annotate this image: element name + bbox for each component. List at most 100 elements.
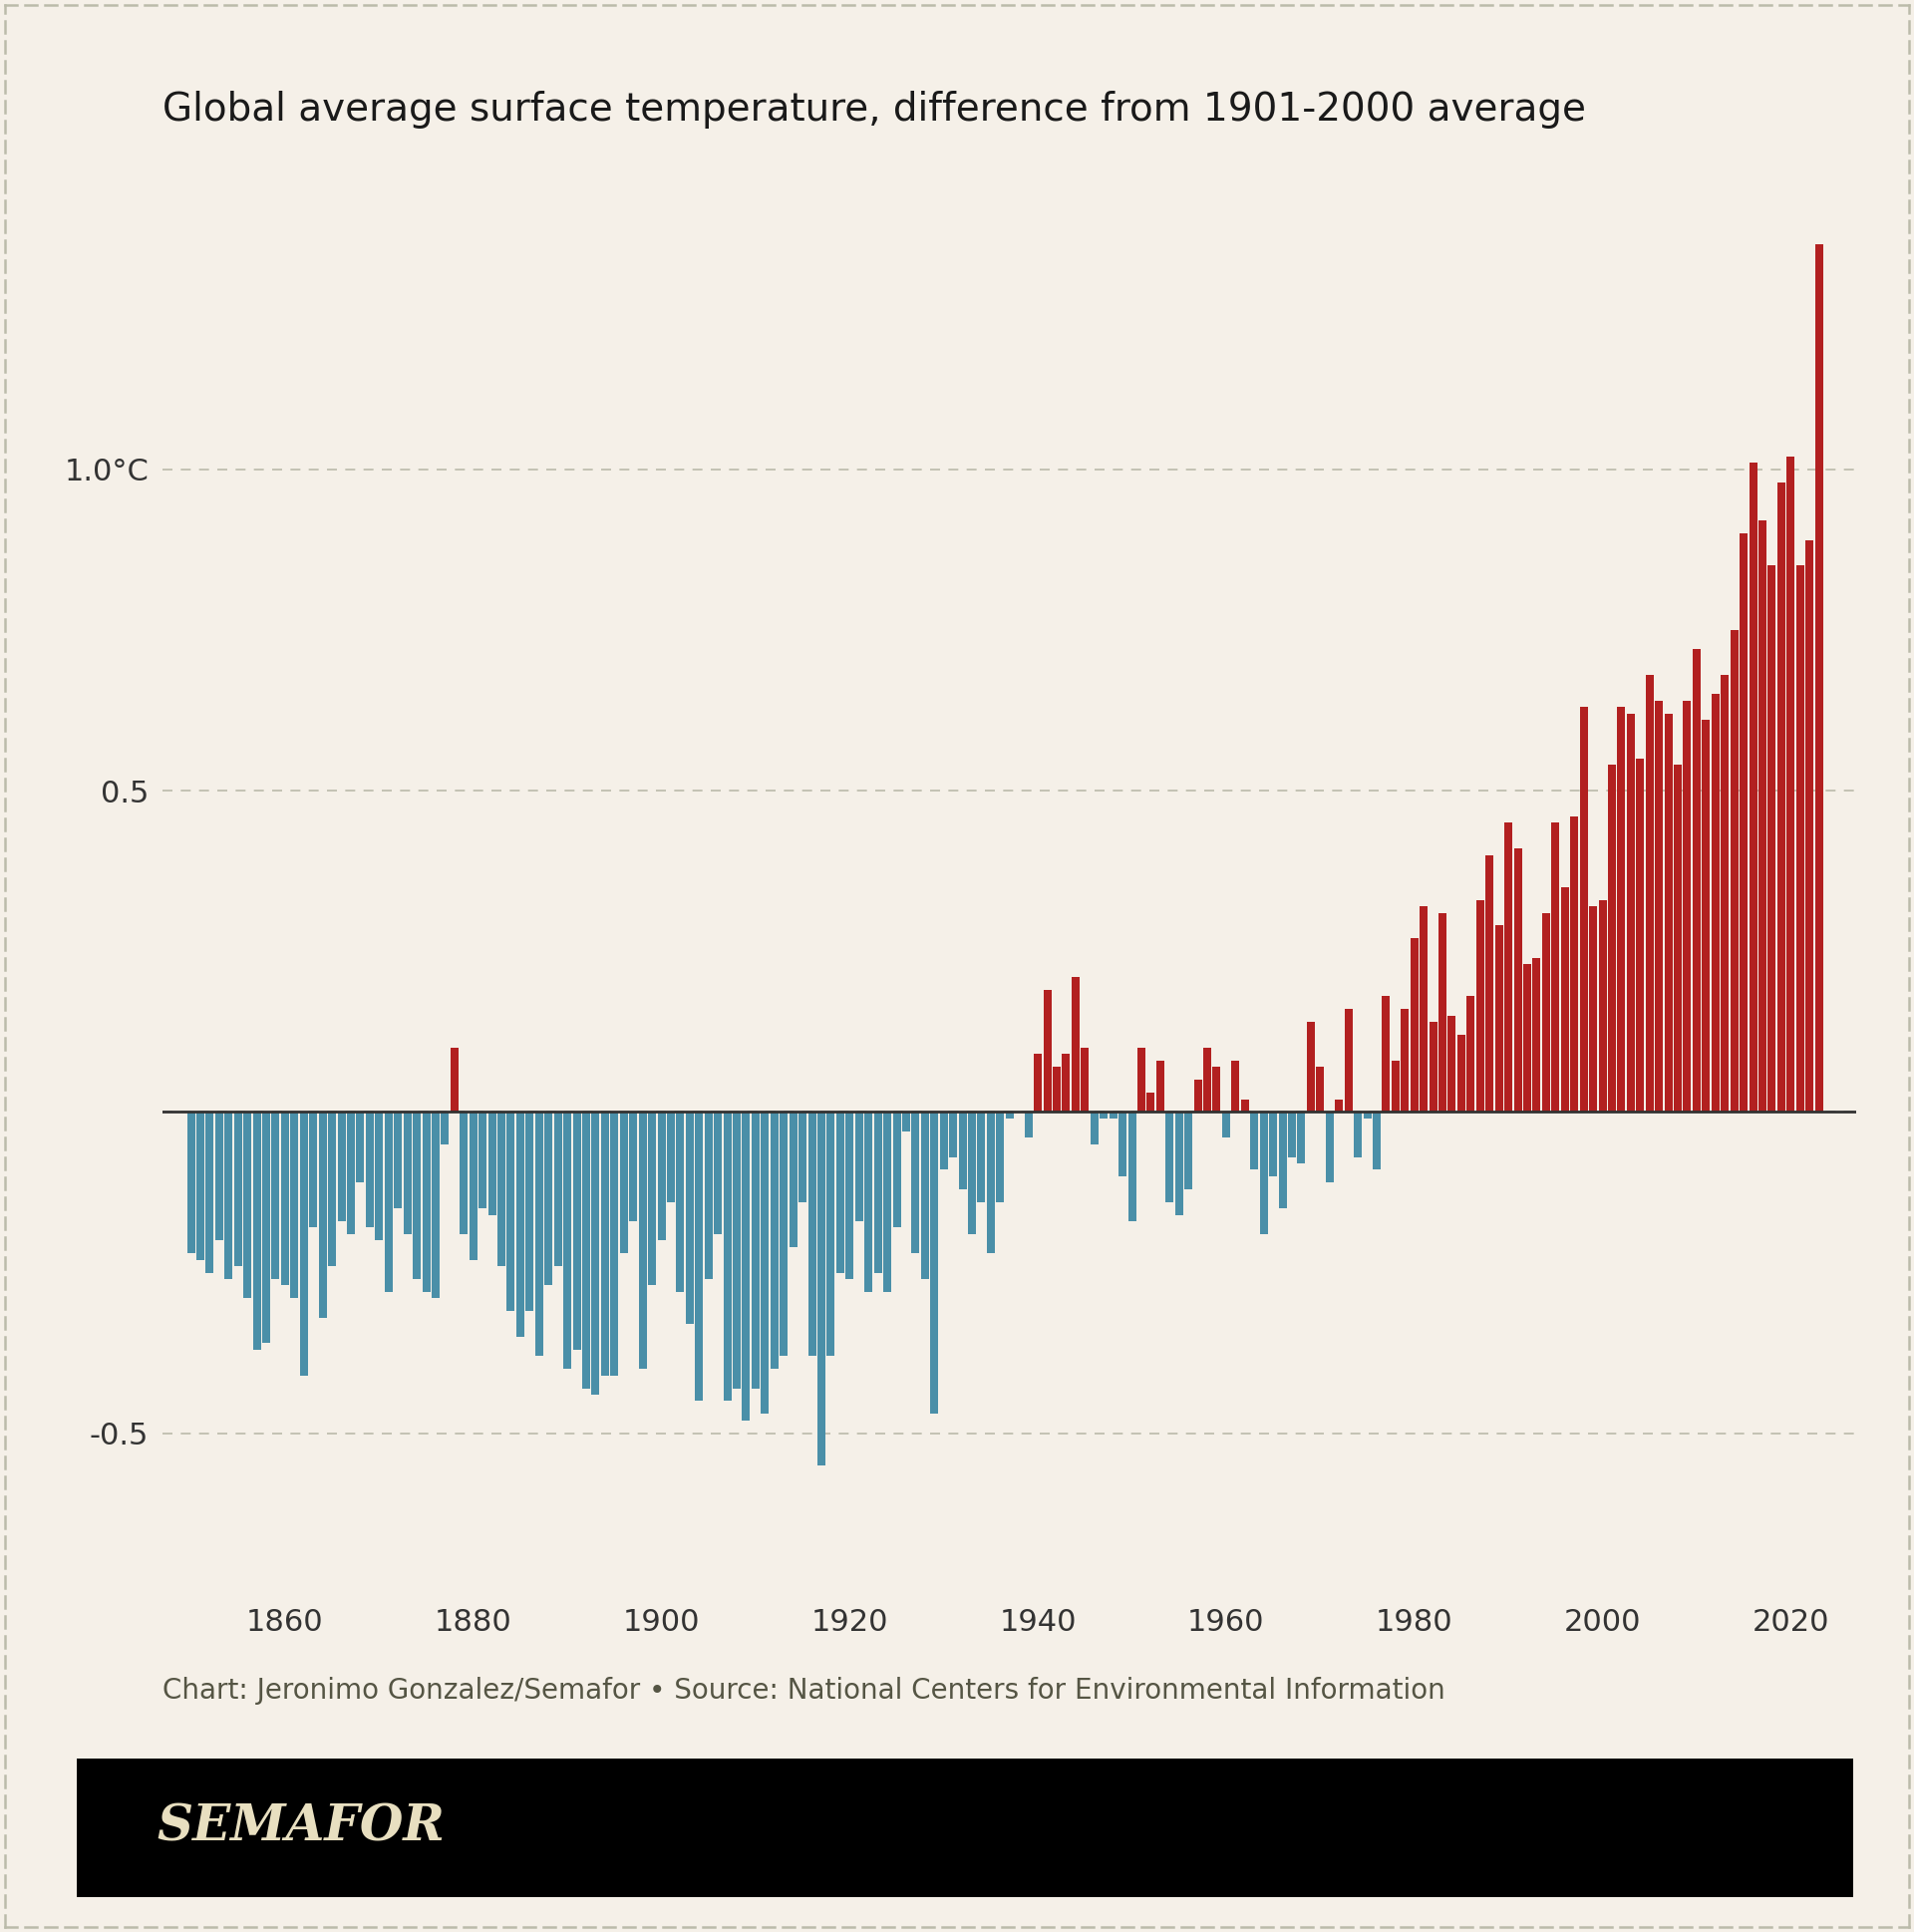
Bar <box>375 1113 383 1240</box>
Bar <box>1156 1061 1164 1113</box>
Bar <box>188 1113 195 1254</box>
Bar <box>620 1113 628 1254</box>
Bar <box>272 1113 279 1279</box>
Bar <box>281 1113 289 1285</box>
Bar <box>423 1113 431 1293</box>
Bar <box>346 1113 354 1235</box>
Bar <box>1334 1099 1344 1113</box>
Bar <box>1118 1113 1127 1177</box>
Bar <box>469 1113 477 1260</box>
Bar <box>431 1113 440 1298</box>
Bar <box>1420 906 1428 1113</box>
Bar <box>827 1113 835 1356</box>
Bar <box>450 1047 459 1113</box>
Bar <box>1326 1113 1334 1182</box>
Text: SEMAFOR: SEMAFOR <box>157 1803 444 1853</box>
Bar <box>1560 887 1569 1113</box>
Bar <box>1524 964 1531 1113</box>
Bar <box>262 1113 270 1343</box>
Bar <box>1721 674 1728 1113</box>
Bar <box>1692 649 1702 1113</box>
Bar <box>1598 900 1606 1113</box>
Bar <box>901 1113 911 1132</box>
Bar <box>714 1113 722 1235</box>
Bar <box>1317 1066 1324 1113</box>
Bar <box>1053 1066 1060 1113</box>
Bar <box>459 1113 467 1235</box>
Bar <box>337 1113 346 1221</box>
Bar <box>685 1113 693 1323</box>
Bar <box>1589 906 1596 1113</box>
Bar <box>1579 707 1589 1113</box>
Bar <box>1552 823 1560 1113</box>
Bar <box>649 1113 657 1285</box>
Bar <box>940 1113 947 1169</box>
Bar <box>1391 1061 1399 1113</box>
Bar <box>930 1113 938 1414</box>
Bar <box>440 1113 450 1144</box>
Bar <box>911 1113 919 1254</box>
Bar <box>1533 958 1541 1113</box>
Bar <box>1665 713 1673 1113</box>
Bar <box>1382 997 1390 1113</box>
Bar <box>1240 1099 1250 1113</box>
Bar <box>1005 1113 1014 1119</box>
Bar <box>243 1113 251 1298</box>
Bar <box>544 1113 553 1285</box>
Bar <box>1175 1113 1183 1215</box>
Bar <box>1769 566 1776 1113</box>
Bar <box>1673 765 1682 1113</box>
Bar <box>1608 765 1615 1113</box>
Bar <box>498 1113 505 1265</box>
Bar <box>1439 912 1447 1113</box>
Bar <box>949 1113 957 1157</box>
Bar <box>1636 759 1644 1113</box>
Bar <box>769 1113 779 1370</box>
Bar <box>921 1113 928 1279</box>
Bar <box>1543 912 1550 1113</box>
Bar <box>1194 1080 1202 1113</box>
Bar <box>1786 456 1795 1113</box>
Bar <box>205 1113 214 1273</box>
Bar <box>1259 1113 1267 1235</box>
Bar <box>478 1113 486 1208</box>
Bar <box>779 1113 789 1356</box>
Bar <box>704 1113 712 1279</box>
Bar <box>1166 1113 1173 1202</box>
Bar <box>197 1113 205 1260</box>
Bar <box>310 1113 318 1227</box>
Bar <box>733 1113 741 1389</box>
Bar <box>1814 245 1822 1113</box>
Bar <box>1485 856 1493 1113</box>
Bar <box>1656 701 1663 1113</box>
Bar <box>1476 900 1483 1113</box>
Bar <box>517 1113 524 1337</box>
Bar <box>1288 1113 1296 1157</box>
Text: Global average surface temperature, difference from 1901-2000 average: Global average surface temperature, diff… <box>163 91 1587 129</box>
Bar <box>978 1113 986 1202</box>
Bar <box>404 1113 412 1235</box>
Bar <box>892 1113 901 1227</box>
Bar <box>214 1113 224 1240</box>
Bar <box>1185 1113 1192 1188</box>
Bar <box>1363 1113 1370 1119</box>
Bar <box>1447 1016 1457 1113</box>
Bar <box>875 1113 882 1273</box>
Bar <box>591 1113 599 1395</box>
Bar <box>1411 939 1418 1113</box>
Bar <box>808 1113 815 1356</box>
Bar <box>1298 1113 1305 1163</box>
Bar <box>1081 1047 1089 1113</box>
Bar <box>1231 1061 1240 1113</box>
Bar <box>1269 1113 1277 1177</box>
Bar <box>695 1113 702 1401</box>
Bar <box>234 1113 241 1265</box>
Bar <box>1627 713 1635 1113</box>
Bar <box>1091 1113 1099 1144</box>
Bar <box>789 1113 798 1246</box>
Bar <box>1024 1113 1032 1138</box>
Bar <box>572 1113 580 1350</box>
Bar <box>563 1113 572 1370</box>
Bar <box>639 1113 647 1370</box>
Bar <box>995 1113 1005 1202</box>
